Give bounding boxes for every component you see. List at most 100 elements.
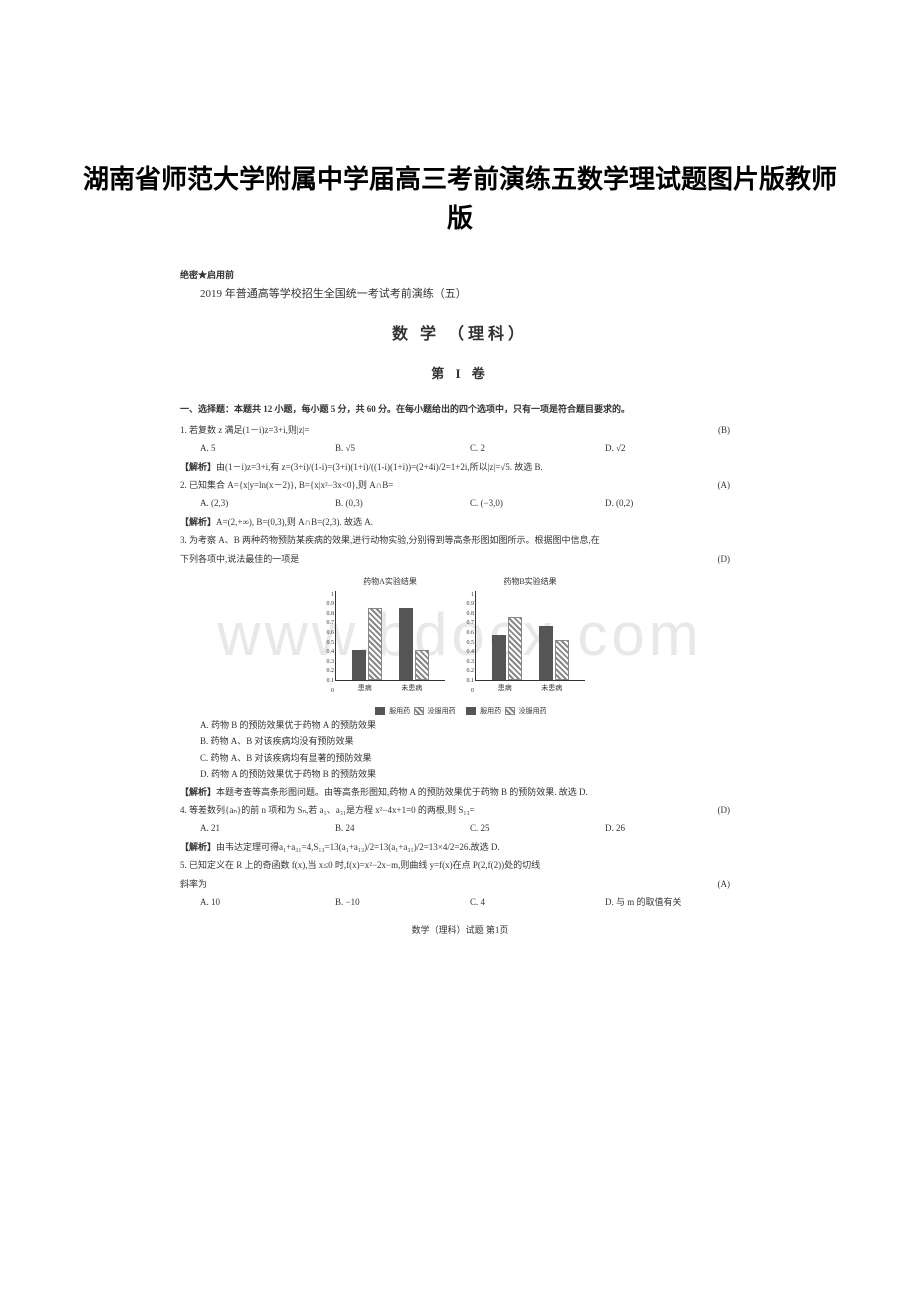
q1-option-b: B. √5 bbox=[335, 441, 470, 455]
bar-a2-solid bbox=[399, 608, 413, 680]
q3-sub-options: A. 药物 B 的预防效果优于药物 A 的预防效果 B. 药物 A、B 对该疾病… bbox=[180, 717, 740, 783]
y-tick: 0 bbox=[458, 687, 474, 697]
q4-explanation: 【解析】由韦达定理可得a₁+a₃₁=4,S₁₃=13(a₁+a₁₃)/2=13(… bbox=[180, 838, 740, 856]
q3-text: 3. 为考察 A、B 两种药物预防某疾病的效果,进行动物实验,分别得到等高条形图… bbox=[180, 535, 600, 545]
chart-b: 1 0.9 0.8 0.7 0.6 0.5 0.4 0.3 0.2 0.1 0 bbox=[475, 591, 585, 681]
q5-option-c: C. 4 bbox=[470, 895, 605, 909]
section-header: 一、选择题：本题共 12 小题，每小题 5 分，共 60 分。在每小题给出的四个… bbox=[180, 394, 740, 420]
q2-explanation: 【解析】A=(2,+∞), B=(0,3),则 A∩B=(2,3). 故选 A. bbox=[180, 513, 740, 531]
q3-answer: (D) bbox=[718, 552, 731, 566]
y-tick: 0.2 bbox=[458, 667, 474, 677]
q1-explanation: 【解析】由(1－i)z=3+i,有 z=(3+i)/(1-i)=(3+i)(1+… bbox=[180, 458, 740, 476]
y-tick: 0.8 bbox=[458, 610, 474, 620]
chart-b-y-axis: 1 0.9 0.8 0.7 0.6 0.5 0.4 0.3 0.2 0.1 0 bbox=[458, 591, 474, 680]
q5-options: A. 10 B. −10 C. 4 D. 与 m 的取值有关 bbox=[180, 893, 740, 911]
q1-option-c: C. 2 bbox=[470, 441, 605, 455]
bar-b2-solid bbox=[539, 626, 553, 680]
y-tick: 0.5 bbox=[458, 639, 474, 649]
chart-legend: 服用药 没服用药 服用药 没服用药 bbox=[180, 702, 740, 717]
bar-b1-solid bbox=[492, 635, 506, 680]
q3-sub-b: B. 药物 A、B 对该疾病均没有预防效果 bbox=[200, 733, 740, 749]
exam-description: 2019 年普通高等学校招生全国统一考试考前演练（五） bbox=[180, 282, 740, 316]
page-title: 湖南省师范大学附属中学届高三考前演练五数学理试题图片版教师版 bbox=[0, 0, 920, 268]
x-label: 患病 bbox=[498, 683, 512, 694]
y-tick: 0.3 bbox=[318, 658, 334, 668]
y-tick: 0.1 bbox=[318, 677, 334, 687]
q2-option-c: C. (−3,0) bbox=[470, 496, 605, 510]
question-3-line2: 下列各项中,说法最佳的一项是 (D) bbox=[180, 550, 740, 568]
q3-explanation-text: 本题考查等高条形图问题。由等高条形图知,药物 A 的预防效果优于药物 B 的预防… bbox=[216, 787, 588, 797]
chart-a-x-labels: 患病 未患病 bbox=[335, 681, 445, 694]
q2-option-b: B. (0,3) bbox=[335, 496, 470, 510]
y-tick: 0.7 bbox=[458, 619, 474, 629]
q4-explanation-label: 【解析】 bbox=[180, 842, 216, 852]
chart-a-group2 bbox=[399, 608, 429, 680]
q4-option-a: A. 21 bbox=[200, 821, 335, 835]
question-5-line2: 斜率为 (A) bbox=[180, 875, 740, 893]
bar-a2-hatched bbox=[415, 650, 429, 680]
chart-b-wrapper: 药物B实验结果 1 0.9 0.8 0.7 0.6 0.5 0.4 0.3 0.… bbox=[475, 576, 585, 694]
q3-sub-a: A. 药物 B 的预防效果优于药物 A 的预防效果 bbox=[200, 717, 740, 733]
y-tick: 0.9 bbox=[318, 600, 334, 610]
y-tick: 0.2 bbox=[318, 667, 334, 677]
q4-option-b: B. 24 bbox=[335, 821, 470, 835]
y-tick: 0.3 bbox=[458, 658, 474, 668]
q4-text: 4. 等差数列{aₙ}的前 n 项和为 Sₙ,若 a₁、a₃₁是方程 x²−4x… bbox=[180, 805, 475, 815]
question-3: 3. 为考察 A、B 两种药物预防某疾病的效果,进行动物实验,分别得到等高条形图… bbox=[180, 531, 740, 549]
legend-label-2: 没服用药 bbox=[428, 707, 456, 715]
q3-text2: 下列各项中,说法最佳的一项是 bbox=[180, 554, 299, 564]
q1-option-d: D. √2 bbox=[605, 441, 740, 455]
y-tick: 0.9 bbox=[458, 600, 474, 610]
q4-option-d: D. 26 bbox=[605, 821, 740, 835]
q2-text: 2. 已知集合 A={x|y=ln(x－2)}, B={x|x²−3x<0},则… bbox=[180, 480, 393, 490]
legend-label-1: 服用药 bbox=[389, 707, 410, 715]
chart-b-group1 bbox=[492, 617, 522, 680]
y-tick: 0 bbox=[318, 687, 334, 697]
x-label: 患病 bbox=[358, 683, 372, 694]
legend-box-hatched bbox=[414, 707, 424, 715]
chart-b-x-labels: 患病 未患病 bbox=[475, 681, 585, 694]
q1-options: A. 5 B. √5 C. 2 D. √2 bbox=[180, 439, 740, 457]
q2-option-d: D. (0,2) bbox=[605, 496, 740, 510]
chart-b-group2 bbox=[539, 626, 569, 680]
x-label: 未患病 bbox=[401, 683, 422, 694]
chart-a: 1 0.9 0.8 0.7 0.6 0.5 0.4 0.3 0.2 0.1 0 bbox=[335, 591, 445, 681]
y-tick: 0.4 bbox=[318, 648, 334, 658]
q1-text: 1. 若复数 z 满足(1－i)z=3+i,则|z|= bbox=[180, 425, 310, 435]
y-tick: 0.8 bbox=[318, 610, 334, 620]
legend-box-solid-2 bbox=[466, 707, 476, 715]
exam-content: 绝密★启用前 2019 年普通高等学校招生全国统一考试考前演练（五） 数 学 （… bbox=[180, 268, 740, 938]
q2-option-a: A. (2,3) bbox=[200, 496, 335, 510]
q3-explanation-label: 【解析】 bbox=[180, 787, 216, 797]
question-4: 4. 等差数列{aₙ}的前 n 项和为 Sₙ,若 a₁、a₃₁是方程 x²−4x… bbox=[180, 801, 740, 819]
q5-option-d: D. 与 m 的取值有关 bbox=[605, 895, 740, 909]
bar-b2-hatched bbox=[555, 640, 569, 680]
q4-answer: (D) bbox=[718, 803, 731, 817]
legend-box-solid bbox=[375, 707, 385, 715]
chart-a-wrapper: 药物A实验结果 1 0.9 0.8 0.7 0.6 0.5 0.4 0.3 0.… bbox=[335, 576, 445, 694]
q4-option-c: C. 25 bbox=[470, 821, 605, 835]
q5-text: 5. 已知定义在 R 上的奇函数 f(x),当 x≤0 时,f(x)=x²−2x… bbox=[180, 860, 540, 870]
legend-label-1b: 服用药 bbox=[480, 707, 501, 715]
bar-a1-hatched bbox=[368, 608, 382, 680]
q4-explanation-text: 由韦达定理可得a₁+a₃₁=4,S₁₃=13(a₁+a₁₃)/2=13(a₁+a… bbox=[216, 842, 500, 852]
y-tick: 0.5 bbox=[318, 639, 334, 649]
question-5: 5. 已知定义在 R 上的奇函数 f(x),当 x≤0 时,f(x)=x²−2x… bbox=[180, 856, 740, 874]
x-label: 未患病 bbox=[541, 683, 562, 694]
legend-box-hatched-2 bbox=[505, 707, 515, 715]
y-tick: 0.6 bbox=[458, 629, 474, 639]
q1-answer: (B) bbox=[718, 423, 730, 437]
chart-a-group1 bbox=[352, 608, 382, 680]
q3-sub-c: C. 药物 A、B 对该疾病均有显著的预防效果 bbox=[200, 750, 740, 766]
q5-text2: 斜率为 bbox=[180, 879, 207, 889]
q1-explanation-label: 【解析】 bbox=[180, 462, 216, 472]
legend-label-2b: 没服用药 bbox=[519, 707, 547, 715]
chart-b-title: 药物B实验结果 bbox=[475, 576, 585, 591]
q1-explanation-text: 由(1－i)z=3+i,有 z=(3+i)/(1-i)=(3+i)(1+i)/(… bbox=[216, 462, 543, 472]
q1-option-a: A. 5 bbox=[200, 441, 335, 455]
q2-explanation-label: 【解析】 bbox=[180, 517, 216, 527]
chart-a-y-axis: 1 0.9 0.8 0.7 0.6 0.5 0.4 0.3 0.2 0.1 0 bbox=[318, 591, 334, 680]
q2-explanation-text: A=(2,+∞), B=(0,3),则 A∩B=(2,3). 故选 A. bbox=[216, 517, 373, 527]
page-footer: 数学（理科）试题 第1页 bbox=[180, 911, 740, 937]
y-tick: 0.6 bbox=[318, 629, 334, 639]
